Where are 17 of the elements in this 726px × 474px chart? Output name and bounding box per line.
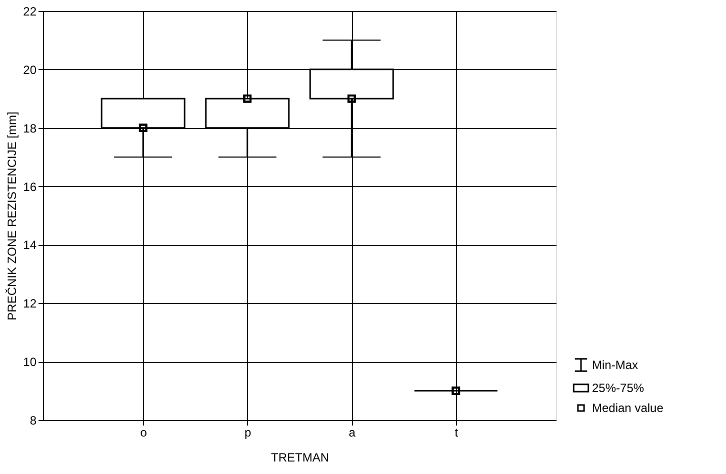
y-tick-label: 18	[23, 121, 37, 136]
y-tick-label: 14	[23, 238, 37, 252]
y-tick-label: 12	[23, 296, 37, 311]
text: Min-Max	[592, 358, 638, 372]
y-tick-label: 10	[23, 355, 37, 370]
x-axis-title: TRETMAN	[271, 450, 329, 464]
y-tick-label: 8	[30, 414, 37, 428]
legend-label: Median value	[592, 401, 664, 415]
x-tick-label: a	[348, 426, 356, 440]
text: 25%-75%	[592, 381, 644, 395]
y-axis-title: PREČNIK ZONE REZISTENCIJE [mm]	[5, 112, 20, 320]
x-tick-label: p	[244, 426, 252, 440]
y-tick-label: 22	[23, 4, 37, 18]
y-tick-label: 16	[23, 180, 37, 194]
y-tick-label: 20	[23, 62, 37, 77]
x-tick-label: o	[140, 426, 148, 440]
x-tick-label: t	[454, 426, 459, 440]
